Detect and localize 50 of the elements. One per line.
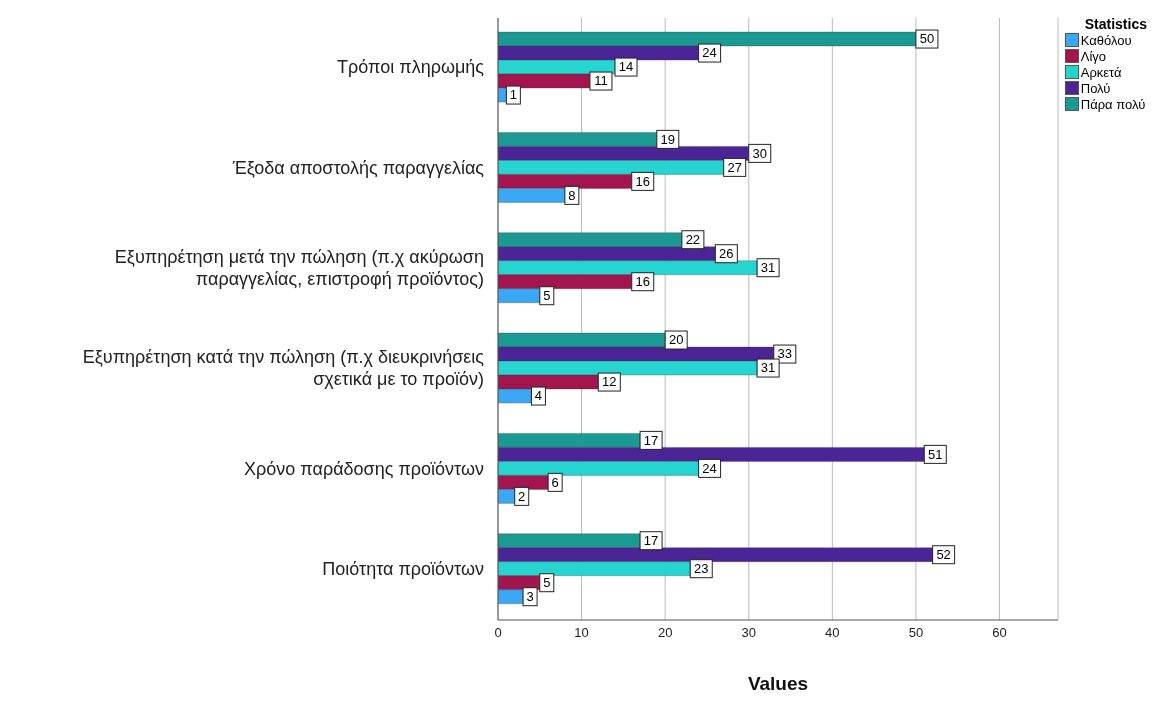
y-tick-label: Τρόποι πληρωμής bbox=[337, 56, 485, 77]
x-tick-label: 60 bbox=[992, 625, 1007, 641]
data-label: 22 bbox=[685, 232, 701, 248]
legend-label: Καθόλου bbox=[1080, 32, 1132, 48]
x-tick-label: 20 bbox=[657, 625, 673, 641]
legend-label: Λίγο bbox=[1080, 48, 1107, 64]
legend-title: Statistics bbox=[1084, 16, 1147, 32]
data-label: 5 bbox=[543, 575, 551, 591]
data-label: 12 bbox=[602, 374, 617, 390]
data-label: 1 bbox=[509, 87, 517, 103]
legend-label: Πάρα πολύ bbox=[1080, 96, 1146, 112]
data-label: 5 bbox=[543, 288, 551, 304]
data-label: 51 bbox=[928, 446, 943, 462]
data-label: 27 bbox=[727, 159, 742, 175]
data-label: 11 bbox=[594, 73, 608, 89]
data-label: 19 bbox=[660, 131, 676, 147]
y-tick-label: Χρόνο παράδοσης προϊόντων bbox=[244, 458, 484, 479]
y-tick-label: Εξυπηρέτηση μετά την πώληση (π.χ ακύρωση παραγγελίας, επιστροφή προϊόντος) bbox=[114, 246, 484, 289]
x-tick-label: 50 bbox=[908, 625, 924, 641]
data-label: 24 bbox=[702, 45, 717, 61]
data-label: 6 bbox=[551, 474, 559, 490]
data-label: 31 bbox=[760, 260, 776, 276]
x-tick-label: 30 bbox=[741, 625, 756, 641]
data-label: 50 bbox=[919, 31, 935, 47]
x-tick-label: 0 bbox=[494, 625, 502, 641]
data-label: 8 bbox=[568, 187, 576, 203]
y-tick-label: Έξοδα αποστολής παραγγελίας bbox=[231, 157, 485, 178]
x-tick-label: 10 bbox=[574, 625, 589, 641]
data-label: 17 bbox=[643, 432, 659, 448]
data-label: 20 bbox=[668, 332, 684, 348]
x-axis-title: Values bbox=[747, 673, 809, 694]
data-label: 2 bbox=[518, 488, 526, 504]
data-label: 16 bbox=[635, 274, 650, 290]
data-label: 3 bbox=[526, 589, 534, 605]
data-label: 30 bbox=[752, 145, 767, 161]
data-label: 14 bbox=[618, 59, 634, 75]
data-label: 16 bbox=[635, 173, 650, 189]
data-label: 23 bbox=[694, 561, 709, 577]
y-tick-label: Ποιότητα προϊόντων bbox=[322, 558, 484, 579]
data-label: 24 bbox=[702, 460, 717, 476]
data-label: 17 bbox=[643, 533, 659, 549]
x-tick-label: 40 bbox=[825, 625, 840, 641]
legend-label: Αρκετά bbox=[1080, 64, 1122, 80]
legend-label: Πολύ bbox=[1080, 80, 1111, 96]
data-label: 4 bbox=[534, 388, 543, 404]
data-label: 31 bbox=[760, 360, 776, 376]
data-label: 33 bbox=[777, 346, 793, 362]
data-label: 52 bbox=[936, 547, 951, 563]
y-tick-label: Εξυπηρέτηση κατά την πώληση (π.χ διευκρινήσεις σχετικά με το προϊόν) bbox=[82, 346, 485, 389]
data-label: 26 bbox=[719, 246, 734, 262]
